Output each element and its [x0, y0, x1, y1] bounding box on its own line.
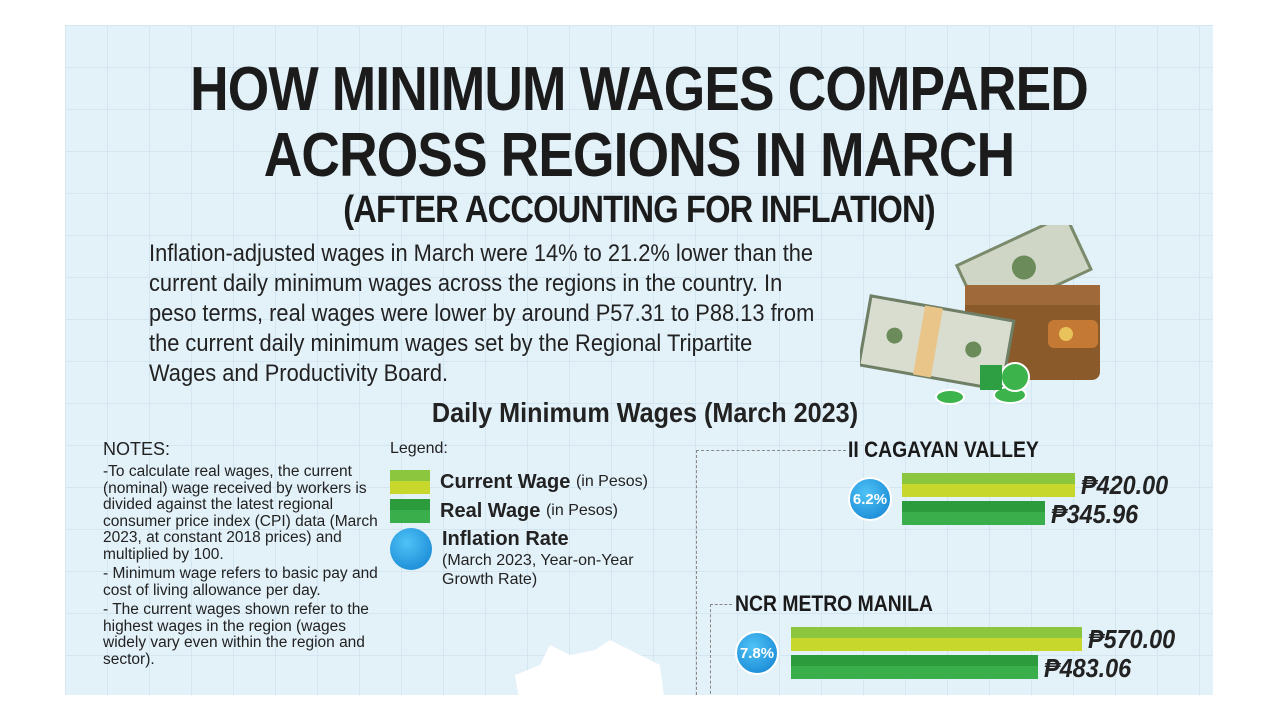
connector-line: [696, 450, 697, 695]
philippines-map-shape: [515, 640, 664, 695]
current-wage-bar: [902, 473, 1075, 497]
connector-line: [696, 450, 846, 451]
current-wage-label: ₱570.00: [1088, 624, 1176, 654]
legend-inflation-note: (March 2023, Year-on-Year Growth Rate): [442, 552, 634, 588]
legend-inflation-label: Inflation Rate: [442, 528, 569, 550]
legend-real-unit: (in Pesos): [545, 502, 618, 519]
legend-inflation: Inflation Rate (March 2023, Year-on-Year …: [390, 528, 680, 589]
note-item: - The current wages shown refer to the h…: [103, 601, 369, 668]
inflation-badge: 6.2%: [848, 477, 892, 521]
notes: NOTES: -To calculate real wages, the cur…: [103, 439, 383, 671]
legend-real-label: Real Wage: [440, 499, 541, 522]
current-wage-label: ₱420.00: [1081, 470, 1169, 500]
legend-real: Real Wage (in Pesos): [390, 499, 680, 523]
subtitle: (AFTER ACCOUNTING FOR INFLATION): [343, 189, 935, 231]
connector-line: [710, 604, 732, 605]
note-item: -To calculate real wages, the current (n…: [103, 463, 378, 563]
legend-title: Legend:: [390, 440, 448, 457]
legend-current: Current Wage (in Pesos): [390, 470, 680, 494]
inflation-dot-icon: [390, 528, 432, 570]
region-name: NCR METRO MANILA: [735, 591, 933, 616]
intro-text: Inflation-adjusted wages in March were 1…: [149, 240, 815, 387]
real-wage-label: ₱483.06: [1043, 653, 1131, 683]
title-line-2: ACROSS REGIONS IN MARCH: [263, 121, 1015, 190]
current-wage-bar: [791, 627, 1082, 651]
legend-current-unit: (in Pesos): [575, 473, 648, 490]
region-name: II CAGAYAN VALLEY: [848, 437, 1039, 462]
chart-title: Daily Minimum Wages (March 2023): [431, 397, 859, 428]
real-wage-bar: [902, 501, 1045, 525]
note-item: - Minimum wage refers to basic pay and c…: [103, 565, 378, 599]
infographic: HOW MINIMUM WAGES COMPARED ACROSS REGION…: [65, 25, 1213, 695]
real-wage-label: ₱345.96: [1050, 499, 1138, 529]
inflation-badge: 7.8%: [735, 631, 779, 675]
legend: Legend: Current Wage (in Pesos) Real Wag…: [390, 440, 680, 594]
notes-heading: NOTES:: [103, 439, 171, 459]
real-swatch: [390, 499, 430, 523]
legend-current-label: Current Wage: [440, 470, 571, 493]
connector-line: [710, 604, 711, 695]
real-wage-bar: [791, 655, 1038, 679]
title-line-1: HOW MINIMUM WAGES COMPARED: [190, 55, 1089, 124]
current-swatch: [390, 470, 430, 494]
money-wallet-illustration: [860, 225, 1100, 405]
